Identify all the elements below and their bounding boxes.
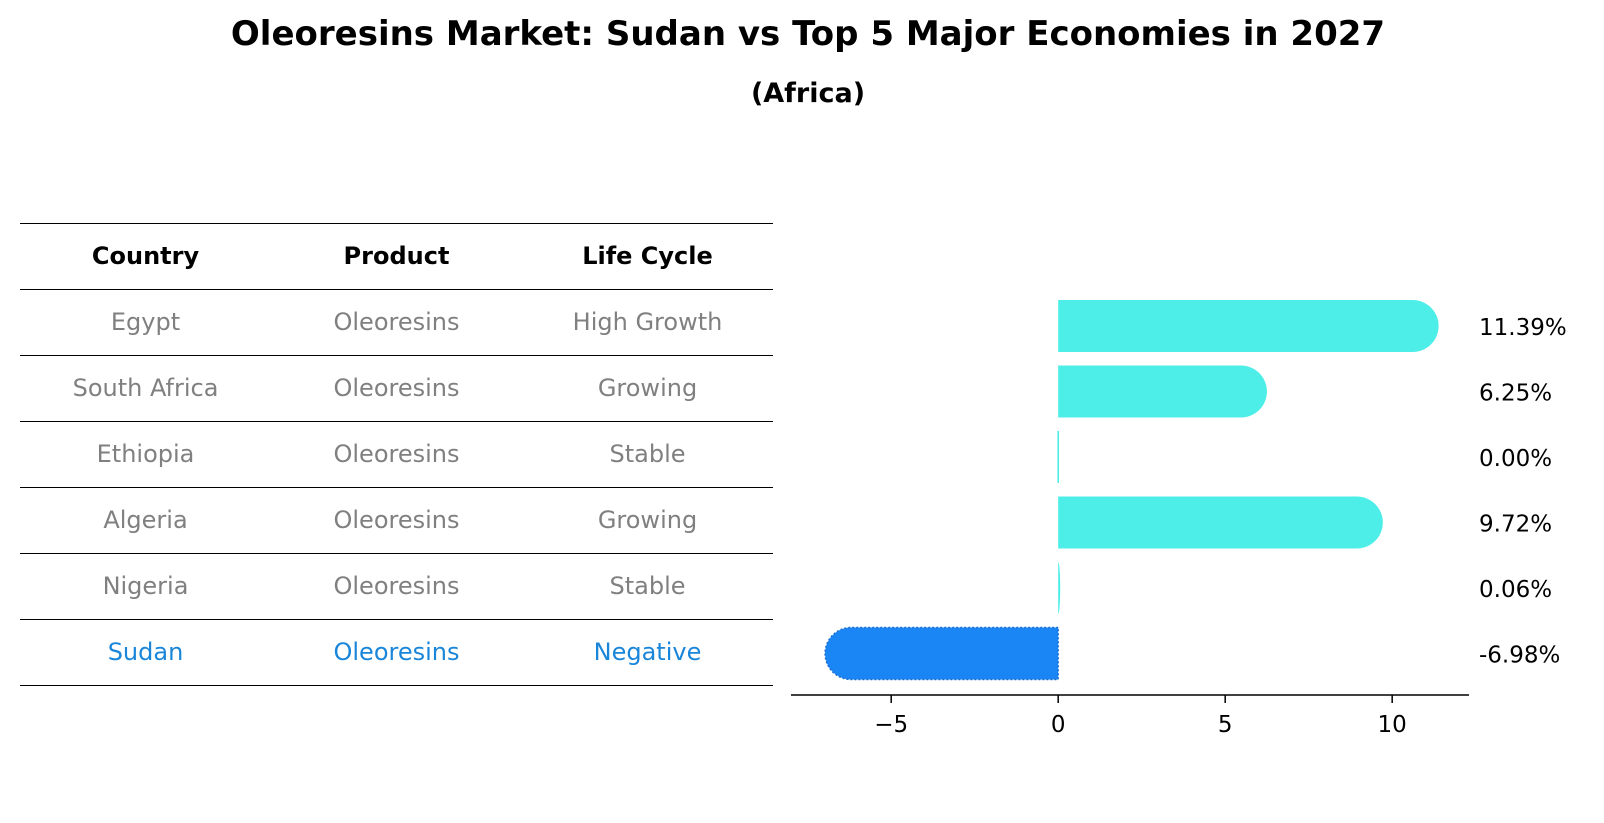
table-cell: South Africa xyxy=(72,374,219,402)
table-cell: Oleoresins xyxy=(333,638,460,666)
table-cell: Stable xyxy=(609,440,686,468)
table-rule xyxy=(20,553,773,554)
table-header-cell: Country xyxy=(91,242,200,270)
chart-subtitle: (Africa) xyxy=(750,78,866,109)
table-cell: Growing xyxy=(597,374,698,402)
table-cell: Oleoresins xyxy=(333,572,460,600)
table-cell: Algeria xyxy=(103,506,188,534)
x-tick-label: −5 xyxy=(874,712,908,738)
table-cell: Stable xyxy=(609,572,686,600)
bar-value-label: -6.98% xyxy=(1479,643,1560,669)
bar-value-label: 9.72% xyxy=(1479,512,1552,538)
bar xyxy=(1057,431,1059,483)
x-tick-label: 10 xyxy=(1378,712,1407,738)
table-cell: Egypt xyxy=(110,308,181,336)
table-cell: Ethiopia xyxy=(96,440,195,468)
bar xyxy=(1058,562,1061,614)
table-rule xyxy=(20,223,773,224)
table-cell: Oleoresins xyxy=(333,506,460,534)
bar-value-label: 0.06% xyxy=(1479,577,1552,603)
x-tick-label: 0 xyxy=(1051,712,1066,738)
table-rule xyxy=(20,355,773,356)
bar-value-label: 0.00% xyxy=(1479,446,1552,472)
table-cell: Negative xyxy=(593,638,702,666)
table-cell: Sudan xyxy=(107,638,184,666)
table-cell: Growing xyxy=(597,506,698,534)
table-cell: Nigeria xyxy=(102,572,189,600)
table-header-cell: Product xyxy=(343,242,450,270)
table-rule xyxy=(20,487,773,488)
bar-value-label: 11.39% xyxy=(1479,315,1567,341)
bar xyxy=(824,626,1059,681)
x-tick-label: 5 xyxy=(1218,712,1233,738)
table-rule xyxy=(20,421,773,422)
bar xyxy=(1058,365,1267,418)
table-header-cell: Life Cycle xyxy=(582,242,713,270)
table-cell: Oleoresins xyxy=(333,308,460,336)
table-rule xyxy=(20,619,773,620)
chart-title: Oleoresins Market: Sudan vs Top 5 Major … xyxy=(230,14,1386,54)
table-cell: Oleoresins xyxy=(333,374,460,402)
bar-value-label: 6.25% xyxy=(1479,381,1552,407)
bar xyxy=(1058,300,1439,352)
table-cell: High Growth xyxy=(572,308,723,336)
table-rule xyxy=(20,685,773,686)
table-rule xyxy=(20,289,773,290)
bar xyxy=(1058,496,1383,549)
table-cell: Oleoresins xyxy=(333,440,460,468)
